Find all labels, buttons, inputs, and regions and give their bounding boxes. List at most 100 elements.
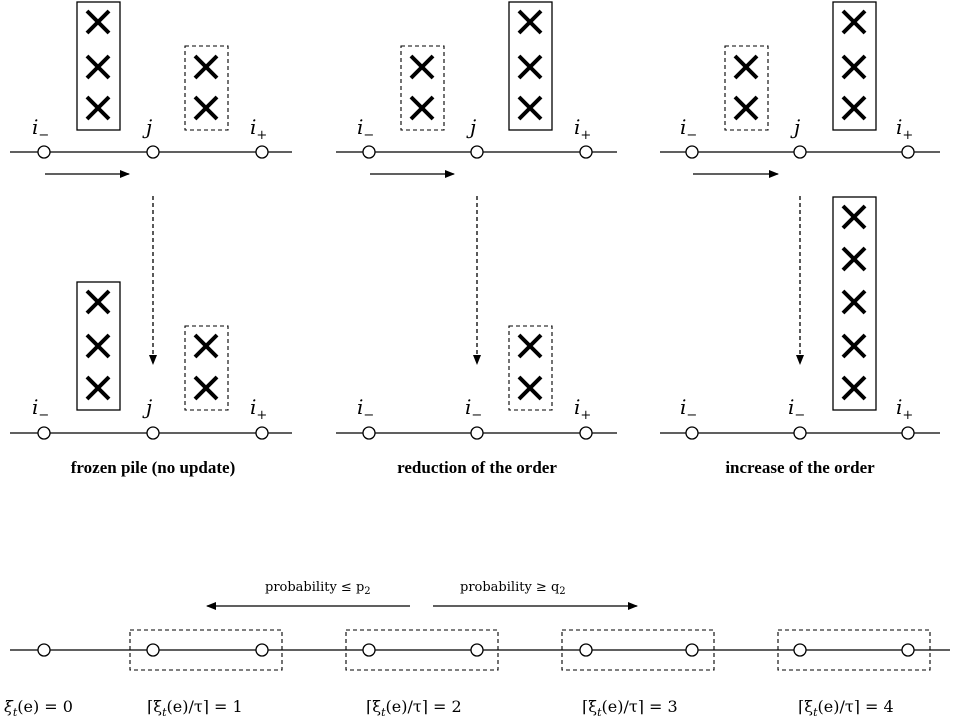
panel-caption: increase of the order xyxy=(725,458,875,477)
cross-icon xyxy=(85,9,111,35)
cross-icon xyxy=(841,9,867,35)
node-label-center: j xyxy=(790,115,800,139)
cross-icon xyxy=(193,333,219,359)
node xyxy=(793,643,807,657)
node xyxy=(685,643,699,657)
node xyxy=(362,643,376,657)
node xyxy=(362,426,376,440)
node xyxy=(901,145,915,159)
node xyxy=(37,426,51,440)
pile-box-solid xyxy=(832,196,877,411)
cross-icon xyxy=(193,375,219,401)
node-label-right: i+ xyxy=(574,115,591,143)
pile-box-dashed xyxy=(184,45,229,131)
cross-icon xyxy=(841,54,867,80)
cross-icon xyxy=(733,95,759,121)
pile-box-solid xyxy=(76,281,121,411)
pile-box-solid xyxy=(508,1,553,131)
cross-icon xyxy=(517,95,543,121)
cross-icon xyxy=(841,204,867,230)
node xyxy=(579,426,593,440)
node xyxy=(146,145,160,159)
level-box xyxy=(345,629,499,671)
node xyxy=(146,643,160,657)
node-label-center: j xyxy=(142,115,152,139)
cross-icon xyxy=(841,289,867,315)
prob-right-label: probability ≥ q2 xyxy=(460,580,566,597)
pile-box-solid xyxy=(76,1,121,131)
panel-increase: i− j i+ i− i− i+ increase of the order xyxy=(660,1,940,477)
cross-icon xyxy=(85,333,111,359)
level-label-1: ⌈ξt(e)/τ⌉ = 1 xyxy=(147,697,243,719)
cross-icon xyxy=(517,375,543,401)
panel-frozen: i− j i+ i− j i+ frozen pile (no update) xyxy=(10,1,292,477)
cross-icon xyxy=(517,9,543,35)
node-label-left: i− xyxy=(680,395,697,423)
level-box xyxy=(129,629,283,671)
level-label-4: ⌈ξt(e)/τ⌉ = 4 xyxy=(798,697,894,719)
node xyxy=(685,426,699,440)
pile-box-solid xyxy=(832,1,877,131)
level-label-0: ξt(e) = 0 xyxy=(4,697,73,719)
pile-box-dashed xyxy=(184,325,229,411)
level-label-2: ⌈ξt(e)/τ⌉ = 2 xyxy=(366,697,462,719)
panel-caption: reduction of the order xyxy=(397,458,557,477)
node xyxy=(470,426,484,440)
cross-icon xyxy=(409,54,435,80)
node xyxy=(362,145,376,159)
prob-left-label: probability ≤ p2 xyxy=(265,580,371,597)
node-label-left: i− xyxy=(680,115,697,143)
panel-caption: frozen pile (no update) xyxy=(71,458,236,477)
node-label-center: j xyxy=(466,115,476,139)
cross-icon xyxy=(85,289,111,315)
node-label-center: i− xyxy=(788,395,805,423)
node-label-right: i+ xyxy=(896,395,913,423)
node-label-left: i− xyxy=(32,115,49,143)
order-scale: probability ≤ p2 probability ≥ q2 ξt(e) … xyxy=(4,580,950,719)
node-label-right: i+ xyxy=(574,395,591,423)
cross-icon xyxy=(841,95,867,121)
cross-icon xyxy=(85,54,111,80)
level-label-3: ⌈ξt(e)/τ⌉ = 3 xyxy=(582,697,678,719)
pile-box-dashed xyxy=(400,45,445,131)
node xyxy=(901,426,915,440)
node-label-center: i− xyxy=(465,395,482,423)
node xyxy=(685,145,699,159)
level-box xyxy=(561,629,715,671)
node-label-left: i− xyxy=(357,395,374,423)
node-label-right: i+ xyxy=(896,115,913,143)
level-box xyxy=(777,629,931,671)
node xyxy=(579,145,593,159)
node xyxy=(37,145,51,159)
node-label-right: i+ xyxy=(250,395,267,423)
node xyxy=(579,643,593,657)
node xyxy=(470,643,484,657)
cross-icon xyxy=(517,54,543,80)
node xyxy=(37,643,51,657)
node xyxy=(255,426,269,440)
node-label-right: i+ xyxy=(250,115,267,143)
node xyxy=(255,643,269,657)
cross-icon xyxy=(85,375,111,401)
node-label-center: j xyxy=(142,395,152,419)
panel-reduction: i− j i+ i− i− i+ reduction of the order xyxy=(336,1,617,477)
cross-icon xyxy=(733,54,759,80)
cross-icon xyxy=(517,333,543,359)
pile-box-dashed xyxy=(508,325,553,411)
cross-icon xyxy=(841,246,867,272)
cross-icon xyxy=(409,95,435,121)
pile-box-dashed xyxy=(724,45,769,131)
cross-icon xyxy=(193,54,219,80)
cross-icon xyxy=(841,333,867,359)
node xyxy=(793,145,807,159)
node xyxy=(470,145,484,159)
node xyxy=(146,426,160,440)
node xyxy=(255,145,269,159)
node-label-left: i− xyxy=(32,395,49,423)
cross-icon xyxy=(193,95,219,121)
node xyxy=(793,426,807,440)
cross-icon xyxy=(841,375,867,401)
cross-icon xyxy=(85,95,111,121)
node xyxy=(901,643,915,657)
